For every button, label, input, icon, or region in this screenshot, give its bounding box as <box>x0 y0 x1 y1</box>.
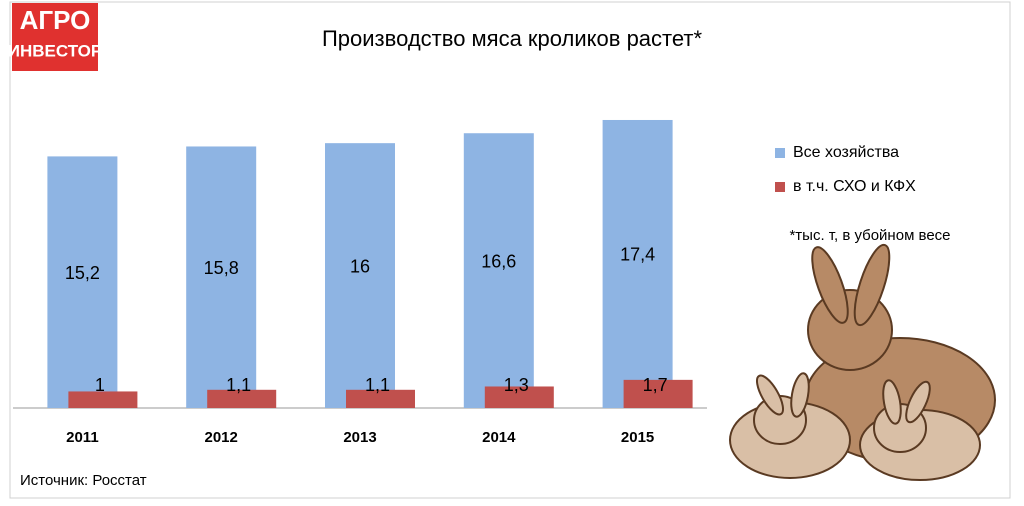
x-tick-label: 2012 <box>205 429 238 446</box>
value-label: 1,3 <box>504 375 529 395</box>
value-label: 1,1 <box>365 375 390 395</box>
bar <box>68 391 138 408</box>
bar <box>186 146 257 408</box>
x-tick-label: 2011 <box>66 429 99 446</box>
logo-text: ИНВЕСТОР <box>8 41 103 60</box>
bar <box>325 143 395 408</box>
value-label: 15,2 <box>65 263 100 283</box>
bar <box>346 389 415 408</box>
note: *тыс. т, в убойном весе <box>789 227 950 244</box>
legend-label: Все хозяйства <box>793 144 899 161</box>
value-label: 17,4 <box>620 245 655 265</box>
bar <box>484 386 554 408</box>
bar <box>602 119 673 409</box>
value-label: 1 <box>95 375 105 395</box>
value-label: 16,6 <box>481 251 516 271</box>
legend-swatch <box>775 182 785 192</box>
bar <box>623 379 693 408</box>
bar <box>207 389 277 408</box>
x-tick-label: 2014 <box>482 429 516 446</box>
logo-box <box>12 3 98 71</box>
value-label: 1,1 <box>226 375 251 395</box>
logo-text: АГРО <box>20 5 91 35</box>
legend-swatch <box>775 148 785 158</box>
rabbit-illustration <box>729 243 996 481</box>
source: Источник: Росстат <box>20 472 147 489</box>
value-label: 16 <box>350 256 370 276</box>
value-label: 1,7 <box>643 375 668 395</box>
bar <box>47 156 118 408</box>
x-tick-label: 2013 <box>343 429 376 446</box>
x-tick-label: 2015 <box>621 429 654 446</box>
bar <box>463 133 534 408</box>
value-label: 15,8 <box>204 258 239 278</box>
chart-title: Производство мяса кроликов растет* <box>322 26 702 51</box>
legend-label: в т.ч. СХО и КФХ <box>793 178 916 195</box>
